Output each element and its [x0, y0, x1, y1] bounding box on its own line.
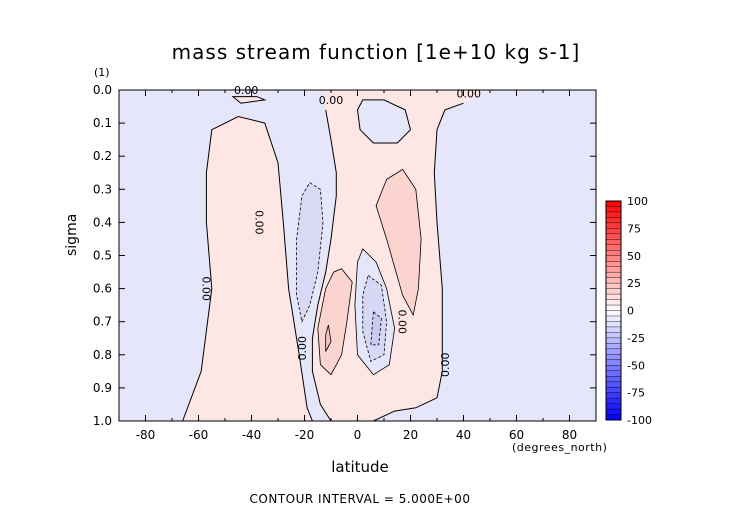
- colorbar-segment: [605, 217, 622, 224]
- colorbar-segment: [605, 282, 622, 290]
- colorbar-segment: [605, 310, 622, 317]
- colorbar-segment: [605, 386, 622, 394]
- colorbar-segment: [605, 261, 622, 268]
- chart-title: mass stream function [1e+10 kg s-1]: [171, 40, 581, 64]
- colorbar-segment: [605, 365, 622, 372]
- colorbar-tick-label: 25: [627, 277, 641, 290]
- colorbar-segment: [605, 354, 622, 361]
- colorbar-segment: [605, 376, 622, 383]
- contour-label: 0.00: [252, 210, 265, 235]
- x-tick-label: -20: [295, 428, 315, 442]
- y-axis-label: sigma: [64, 213, 80, 256]
- colorbar-segment: [605, 239, 622, 246]
- contour-label: 0.00: [234, 84, 259, 97]
- colorbar-segment: [605, 293, 622, 301]
- colorbar-segment: [605, 408, 622, 416]
- colorbar-segment: [605, 321, 622, 328]
- colorbar-tick-label: 100: [627, 195, 648, 208]
- x-tick-label: -40: [242, 428, 262, 442]
- y-tick-label: 0.5: [93, 249, 112, 263]
- y-tick-label: 0.6: [93, 282, 112, 296]
- x-tick-label: 0: [354, 428, 362, 442]
- colorbar-segment: [605, 414, 622, 421]
- contour-label: 0.00: [396, 309, 409, 334]
- negative-region-left: [296, 182, 324, 323]
- colorbar-segment: [605, 228, 622, 235]
- colorbar-segment: [605, 211, 622, 218]
- colorbar-tick-label: -25: [627, 332, 645, 345]
- colorbar-tick-label: 50: [627, 250, 641, 263]
- y-tick-label: 0.1: [93, 116, 112, 130]
- y-tick-label: 0.4: [93, 215, 112, 229]
- x-axis-label: latitude: [331, 458, 389, 476]
- y-tick-label: 0.8: [93, 348, 112, 362]
- colorbar-segment: [605, 206, 622, 213]
- colorbar-tick-label: 75: [627, 222, 641, 235]
- contour-interval-footer: CONTOUR INTERVAL = 5.000E+00: [249, 492, 471, 506]
- y-tick-label: 0.0: [93, 83, 112, 97]
- y-tick-label: 0.2: [93, 149, 112, 163]
- positive-region-innermost: [325, 324, 332, 352]
- negative-region-innermost: [370, 311, 382, 346]
- y-tick-label: 0.3: [93, 182, 112, 196]
- x-tick-label: 20: [403, 428, 418, 442]
- colorbar-tick-label: -50: [627, 359, 645, 372]
- colorbar-segment: [605, 359, 622, 366]
- x-tick-label: 40: [456, 428, 471, 442]
- contour-label: 0.00: [199, 276, 212, 301]
- x-tick-label: 60: [509, 428, 524, 442]
- colorbar-segment: [605, 304, 622, 311]
- colorbar-segment: [605, 233, 622, 240]
- contour-label: 0.00: [319, 94, 344, 107]
- y-tick-label: 0.7: [93, 315, 112, 329]
- colorbar-segment: [605, 370, 622, 377]
- colorbar-tick-label: -75: [627, 387, 645, 400]
- colorbar-segment: [605, 381, 622, 388]
- colorbar-segment: [605, 299, 622, 306]
- positive-region-top-left: [231, 96, 267, 104]
- colorbar-segment: [605, 403, 622, 410]
- y-tick-label: 1.0: [93, 414, 112, 428]
- x-units-label: (degrees_north): [512, 441, 608, 454]
- positive-region-right: [375, 168, 422, 317]
- colorbar-segment: [605, 222, 622, 229]
- positive-region-south: [181, 115, 314, 422]
- colorbar-tick-label: -100: [627, 414, 652, 427]
- colorbar-segment: [605, 343, 622, 350]
- colorbar-segment: [605, 271, 622, 279]
- colorbar-segment: [605, 397, 622, 405]
- colorbar-segment: [605, 200, 622, 207]
- colorbar-segment: [605, 392, 622, 399]
- contour-label: 0.00: [457, 87, 482, 100]
- colorbar-segment: [605, 255, 622, 262]
- colorbar-segment: [605, 244, 622, 251]
- x-tick-label: -60: [189, 428, 209, 442]
- colorbar-segment: [605, 337, 622, 344]
- colorbar-tick-label: 0: [627, 305, 634, 318]
- colorbar-segment: [605, 326, 622, 333]
- colorbar-frame: [605, 200, 622, 421]
- negative-region-top: [356, 99, 412, 144]
- y-units-label: (1): [94, 66, 110, 79]
- colorbar-segment: [605, 277, 622, 284]
- colorbar-segment: [605, 288, 622, 295]
- colorbar-segment: [605, 348, 622, 355]
- contour-label: 0.00: [439, 352, 452, 377]
- x-tick-label: -80: [136, 428, 156, 442]
- x-tick-label: 80: [562, 428, 577, 442]
- colorbar-segment: [605, 315, 622, 322]
- colorbar-segment: [605, 250, 622, 257]
- y-tick-label: 0.9: [93, 381, 112, 395]
- colorbar-segment: [605, 266, 622, 273]
- contour-label: 0.00: [296, 336, 309, 361]
- colorbar-segment: [605, 332, 622, 339]
